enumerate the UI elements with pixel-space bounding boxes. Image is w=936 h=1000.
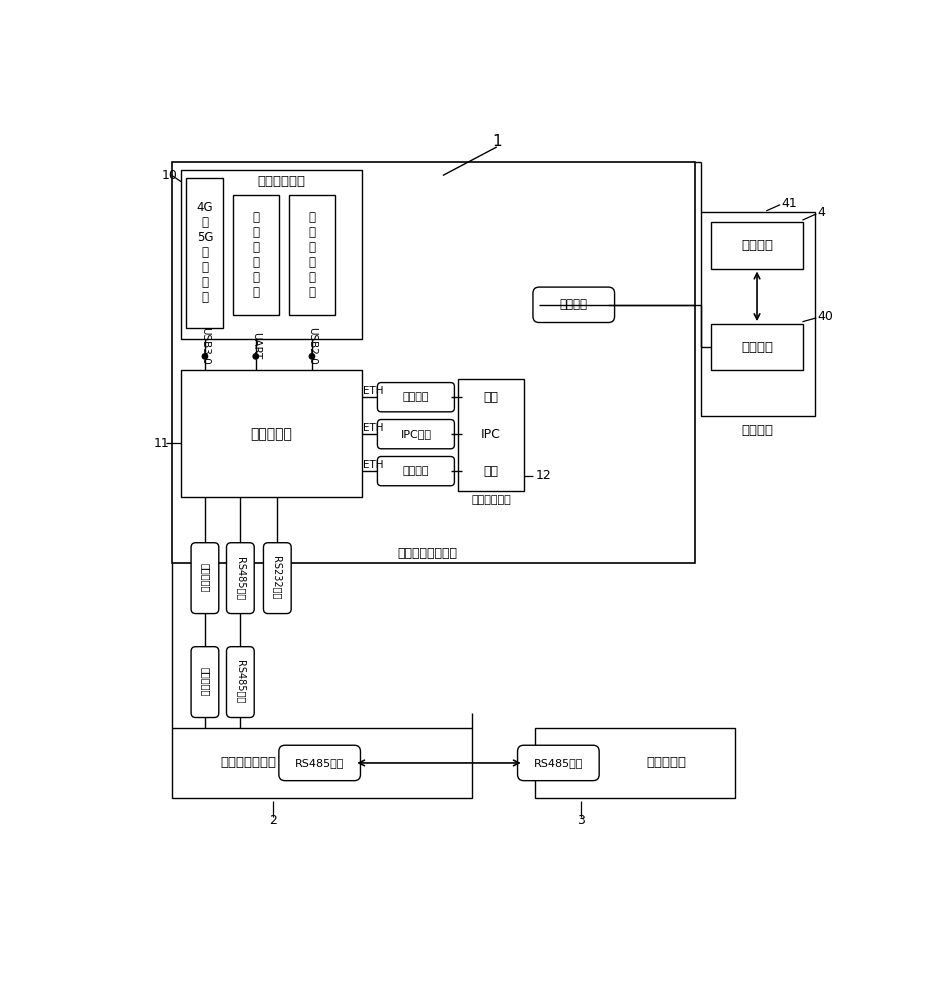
Text: 通信制式模块: 通信制式模块 — [256, 175, 305, 188]
Circle shape — [253, 354, 258, 359]
Bar — [461, 457, 519, 485]
Text: 供电模块: 供电模块 — [741, 424, 773, 437]
Text: RS485航插: RS485航插 — [295, 758, 344, 768]
Text: 11: 11 — [154, 437, 169, 450]
Text: 无
线
通
信
系
统: 无 线 通 信 系 统 — [308, 211, 315, 299]
Text: 1: 1 — [491, 134, 501, 149]
Bar — [171, 728, 472, 798]
Text: UART: UART — [251, 332, 260, 359]
Text: 4: 4 — [817, 206, 825, 219]
Bar — [181, 370, 361, 497]
Text: 4G
、
5G
通
信
系
统: 4G 、 5G 通 信 系 统 — [197, 201, 213, 304]
Text: 光纤: 光纤 — [483, 391, 498, 404]
Text: 2: 2 — [270, 814, 277, 827]
Text: 外部传感器: 外部传感器 — [646, 756, 685, 769]
Text: 3: 3 — [577, 814, 585, 827]
Bar — [710, 324, 802, 370]
Bar — [171, 162, 695, 563]
FancyBboxPatch shape — [227, 543, 254, 614]
FancyBboxPatch shape — [533, 287, 614, 323]
Bar — [461, 383, 519, 411]
Text: 光纤航插: 光纤航插 — [402, 392, 429, 402]
Text: 电源航插: 电源航插 — [559, 298, 587, 311]
FancyBboxPatch shape — [191, 543, 219, 614]
FancyBboxPatch shape — [191, 647, 219, 718]
Circle shape — [202, 354, 208, 359]
Text: RS485航插: RS485航插 — [235, 557, 245, 600]
Text: 网桥: 网桥 — [483, 465, 498, 478]
Text: ETH: ETH — [363, 386, 384, 396]
Text: 低功耗服务节点: 低功耗服务节点 — [221, 756, 276, 769]
Text: 太阳能板: 太阳能板 — [740, 239, 772, 252]
Text: 以太网航插: 以太网航插 — [199, 667, 210, 697]
Circle shape — [309, 354, 314, 359]
FancyBboxPatch shape — [279, 745, 360, 781]
FancyBboxPatch shape — [377, 456, 454, 486]
Text: 网桥航插: 网桥航插 — [402, 466, 429, 476]
Text: USB3.0: USB3.0 — [199, 327, 210, 364]
Text: 以太网航插: 以太网航插 — [199, 563, 210, 593]
Text: ETH: ETH — [363, 423, 384, 433]
Bar — [700, 212, 814, 416]
Text: 边缘计算智能终端: 边缘计算智能终端 — [397, 547, 457, 560]
Bar — [232, 195, 279, 315]
FancyBboxPatch shape — [263, 543, 291, 614]
Bar — [461, 420, 519, 448]
Bar — [181, 170, 361, 339]
Text: IPC航插: IPC航插 — [400, 429, 431, 439]
Bar — [710, 222, 802, 269]
FancyBboxPatch shape — [517, 745, 598, 781]
Text: 电池能源: 电池能源 — [740, 341, 772, 354]
Bar — [534, 728, 735, 798]
Text: RS232航插: RS232航插 — [272, 556, 282, 600]
Text: USB2.0: USB2.0 — [307, 327, 316, 364]
Text: 通讯装置模块: 通讯装置模块 — [471, 495, 510, 505]
FancyBboxPatch shape — [377, 420, 454, 449]
Text: ETH: ETH — [363, 460, 384, 470]
Text: 北
斗
通
信
系
统: 北 斗 通 信 系 统 — [252, 211, 259, 299]
Text: 10: 10 — [162, 169, 178, 182]
Bar — [186, 178, 223, 328]
Text: 12: 12 — [534, 469, 550, 482]
Text: 40: 40 — [817, 310, 833, 323]
Bar — [288, 195, 335, 315]
Text: IPC: IPC — [480, 428, 501, 441]
Text: RS485航插: RS485航插 — [235, 660, 245, 704]
FancyBboxPatch shape — [227, 647, 254, 718]
Text: 核心板模块: 核心板模块 — [250, 427, 292, 441]
FancyBboxPatch shape — [377, 383, 454, 412]
Bar — [458, 379, 523, 491]
Text: 41: 41 — [781, 197, 797, 210]
Text: RS485航插: RS485航插 — [534, 758, 582, 768]
